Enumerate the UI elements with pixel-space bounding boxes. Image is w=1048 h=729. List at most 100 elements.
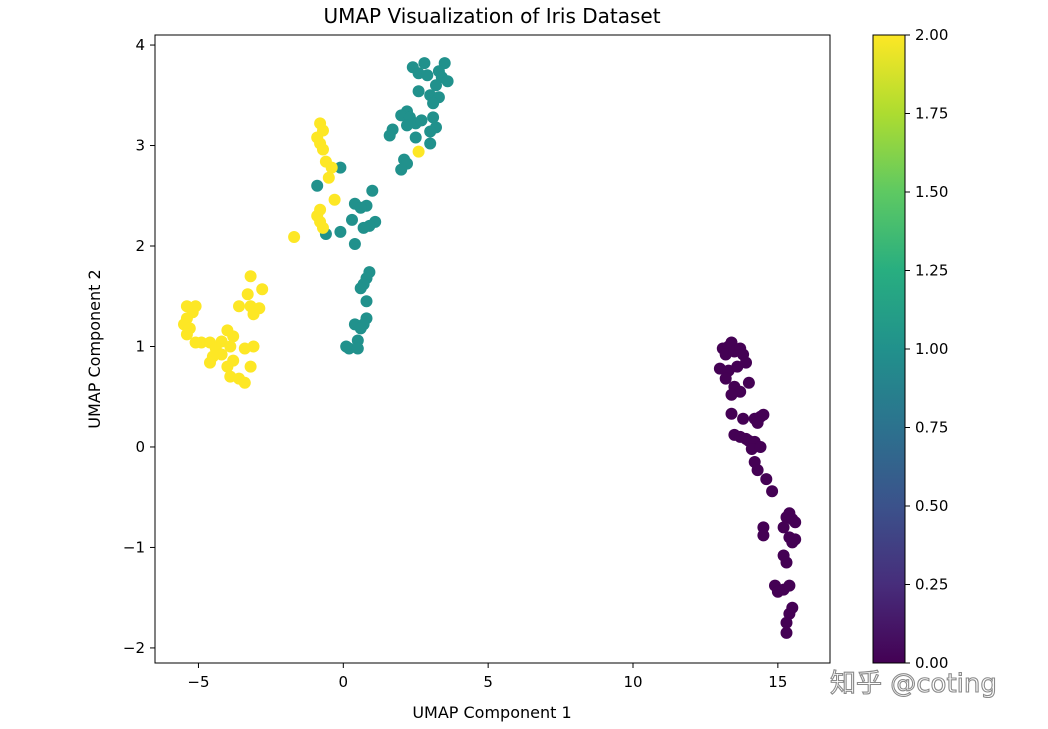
scatter-point-class-2: [325, 161, 338, 174]
y-tick-label: 0: [135, 438, 145, 456]
y-tick-label: 3: [135, 137, 145, 155]
colorbar-tick-label: 0.25: [915, 576, 948, 594]
scatter-point-class-1: [346, 213, 358, 226]
x-tick-label: 10: [623, 673, 642, 691]
x-tick-label: −5: [187, 673, 209, 691]
colorbar-tick-label: 2.00: [915, 26, 948, 44]
scatter-point-class-1: [354, 201, 367, 214]
scatter-point-class-1: [412, 85, 425, 98]
scatter-point-class-2: [238, 376, 251, 389]
scatter-point-class-1: [415, 114, 428, 127]
scatter-point-class-0: [783, 607, 796, 620]
y-tick-label: 2: [135, 237, 145, 255]
scatter-point-class-2: [238, 342, 251, 355]
scatter-point-class-2: [328, 193, 341, 206]
y-tick-label: −1: [123, 538, 145, 556]
scatter-point-class-2: [221, 360, 234, 373]
scatter-point-class-1: [427, 111, 440, 124]
points-layer: [178, 57, 802, 639]
scatter-point-class-1: [427, 97, 440, 110]
scatter-point-class-1: [360, 295, 373, 308]
scatter-point-class-1: [430, 79, 442, 92]
colorbar-tick-label: 1.75: [915, 105, 948, 123]
scatter-point-class-0: [780, 616, 793, 629]
scatter-point-class-2: [288, 231, 301, 243]
x-tick-label: 15: [768, 673, 787, 691]
scatter-point-class-0: [766, 485, 779, 498]
scatter-point-class-1: [354, 322, 367, 335]
scatter-point-class-0: [754, 441, 767, 453]
scatter-point-class-1: [401, 119, 413, 132]
scatter-point-class-1: [334, 225, 347, 238]
scatter-point-class-1: [351, 342, 364, 355]
y-axis-label: UMAP Component 2: [85, 269, 104, 428]
x-tick-label: 5: [483, 673, 493, 691]
scatter-point-class-0: [760, 473, 773, 486]
colorbar-tick-label: 0.75: [915, 419, 948, 437]
colorbar-tick-label: 1.00: [915, 340, 948, 358]
scatter-point-class-0: [725, 407, 738, 420]
scatter-point-class-2: [227, 330, 240, 343]
scatter-point-class-1: [441, 75, 454, 88]
scatter-point-class-1: [348, 238, 361, 250]
scatter-point-class-1: [334, 161, 347, 174]
scatter-point-class-0: [742, 376, 755, 389]
scatter-point-class-0: [783, 579, 796, 592]
scatter-point-class-2: [204, 356, 216, 369]
scatter-point-class-0: [780, 556, 793, 569]
scatter-point-class-2: [317, 221, 329, 234]
scatter-point-class-1: [311, 179, 324, 192]
scatter-point-class-2: [189, 336, 202, 349]
scatter-point-class-1: [418, 57, 431, 70]
x-tick-label: 0: [339, 673, 349, 691]
scatter-point-class-1: [421, 69, 434, 82]
scatter-point-class-2: [244, 270, 257, 283]
chart-title: UMAP Visualization of Iris Dataset: [323, 4, 660, 28]
scatter-point-class-0: [725, 336, 738, 349]
scatter-point-class-1: [340, 340, 353, 353]
scatter-point-class-0: [737, 412, 750, 425]
watermark: 知乎 @coting: [830, 669, 997, 699]
scatter-point-class-0: [757, 529, 770, 542]
colorbar-tick-label: 0.50: [915, 497, 948, 515]
scatter-point-class-1: [395, 163, 408, 176]
scatter-point-class-2: [233, 300, 245, 313]
scatter-point-class-1: [366, 184, 379, 197]
scatter-point-class-2: [241, 288, 254, 301]
plot-frame: [154, 34, 831, 664]
x-axis-label: UMAP Component 1: [412, 703, 571, 722]
colorbar-tick-label: 1.25: [915, 262, 948, 280]
scatter-point-class-0: [780, 626, 793, 639]
scatter-point-class-2: [224, 340, 237, 353]
scatter-point-class-1: [424, 125, 437, 138]
scatter-point-class-0: [740, 356, 752, 369]
y-tick-label: −2: [123, 639, 145, 657]
scatter-point-class-2: [247, 308, 260, 321]
x-axis: −5 0 5 10 15: [187, 663, 787, 691]
scatter-point-class-0: [777, 521, 790, 534]
scatter-point-class-2: [256, 283, 269, 296]
scatter-point-class-0: [725, 388, 738, 401]
scatter-point-class-2: [180, 328, 193, 341]
y-tick-label: 1: [135, 337, 145, 355]
scatter-point-class-2: [412, 145, 425, 158]
scatter-point-class-2: [244, 360, 257, 373]
scatter-point-class-1: [357, 221, 370, 234]
scatter-point-class-2: [322, 171, 335, 184]
scatter-point-class-0: [751, 416, 764, 429]
colorbar-tick-label: 1.50: [915, 183, 948, 201]
scatter-point-class-2: [317, 143, 329, 156]
colorbar-axis: 0.00 0.25 0.50 0.75 1.00 1.25 1.50 1.75 2.00: [905, 26, 948, 672]
scatter-point-class-0: [789, 533, 802, 546]
colorbar: [872, 34, 906, 664]
scatter-point-class-1: [354, 282, 367, 295]
y-axis: −2 −1 0 1 2 3 4: [123, 36, 155, 657]
scatter-point-class-1: [409, 131, 422, 144]
scatter-point-class-1: [383, 129, 396, 142]
scatter-point-class-0: [719, 372, 732, 385]
scatter-point-class-1: [424, 137, 437, 150]
scatter-point-class-0: [751, 464, 764, 477]
scatter-point-class-0: [789, 516, 802, 529]
